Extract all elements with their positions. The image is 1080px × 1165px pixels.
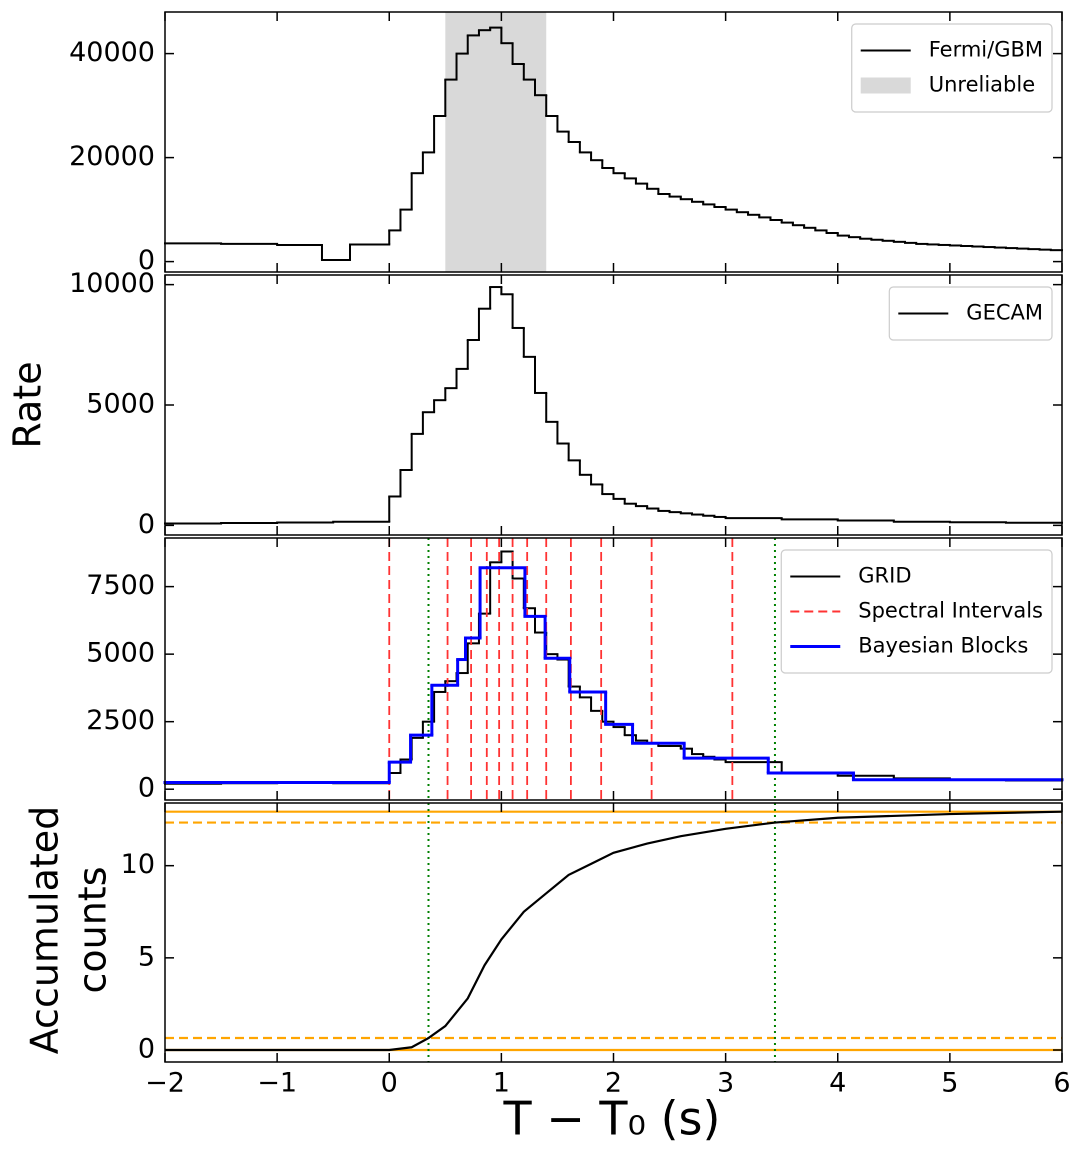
- y-tick-label: 20000: [69, 141, 155, 172]
- x-tick-label: 4: [829, 1068, 846, 1099]
- plot-frame: [164, 802, 1063, 1063]
- x-tick-label: 1: [493, 1068, 510, 1099]
- legend-label: Unreliable: [929, 73, 1035, 97]
- x-tick-label: 3: [717, 1068, 734, 1099]
- y-axis-label: Rate: [6, 361, 50, 448]
- x-tick-label: 6: [1053, 1068, 1070, 1099]
- legend-label: Spectral Intervals: [858, 599, 1043, 623]
- y-axis-label: counts: [71, 866, 115, 993]
- legend-label: GRID: [858, 564, 911, 588]
- y-tick-label: 0: [138, 245, 155, 276]
- legend-label: GECAM: [966, 301, 1043, 325]
- x-tick-label: 2: [605, 1068, 622, 1099]
- y-axis-label: Accumulated: [23, 806, 67, 1055]
- line: [165, 810, 1063, 1052]
- y-tick-label: 5000: [86, 638, 155, 669]
- y-tick-label: 7500: [86, 570, 155, 601]
- y-tick-label: 0: [138, 773, 155, 804]
- legend-label: Bayesian Blocks: [858, 634, 1028, 658]
- legend-frame: [888, 286, 1053, 341]
- x-tick-label: −2: [145, 1068, 185, 1099]
- y-tick-label: 5: [138, 941, 155, 972]
- shaded-span: [445, 12, 547, 272]
- x-axis-label: T − T₀ (s): [503, 1092, 721, 1146]
- y-tick-label: 10000: [69, 268, 155, 299]
- x-tick-label: 0: [381, 1068, 398, 1099]
- legend-label: Fermi/GBM: [929, 38, 1043, 62]
- legend-frame: [780, 549, 1053, 674]
- y-tick-label: 10: [121, 849, 155, 880]
- legend-swatch: [860, 77, 911, 94]
- y-tick-label: 0: [138, 1034, 155, 1065]
- x-tick-label: −1: [257, 1068, 297, 1099]
- y-tick-label: 40000: [69, 37, 155, 68]
- y-tick-label: 5000: [86, 389, 155, 420]
- x-tick-label: 5: [941, 1068, 958, 1099]
- y-tick-label: 0: [138, 509, 155, 540]
- y-tick-label: 2500: [86, 705, 155, 736]
